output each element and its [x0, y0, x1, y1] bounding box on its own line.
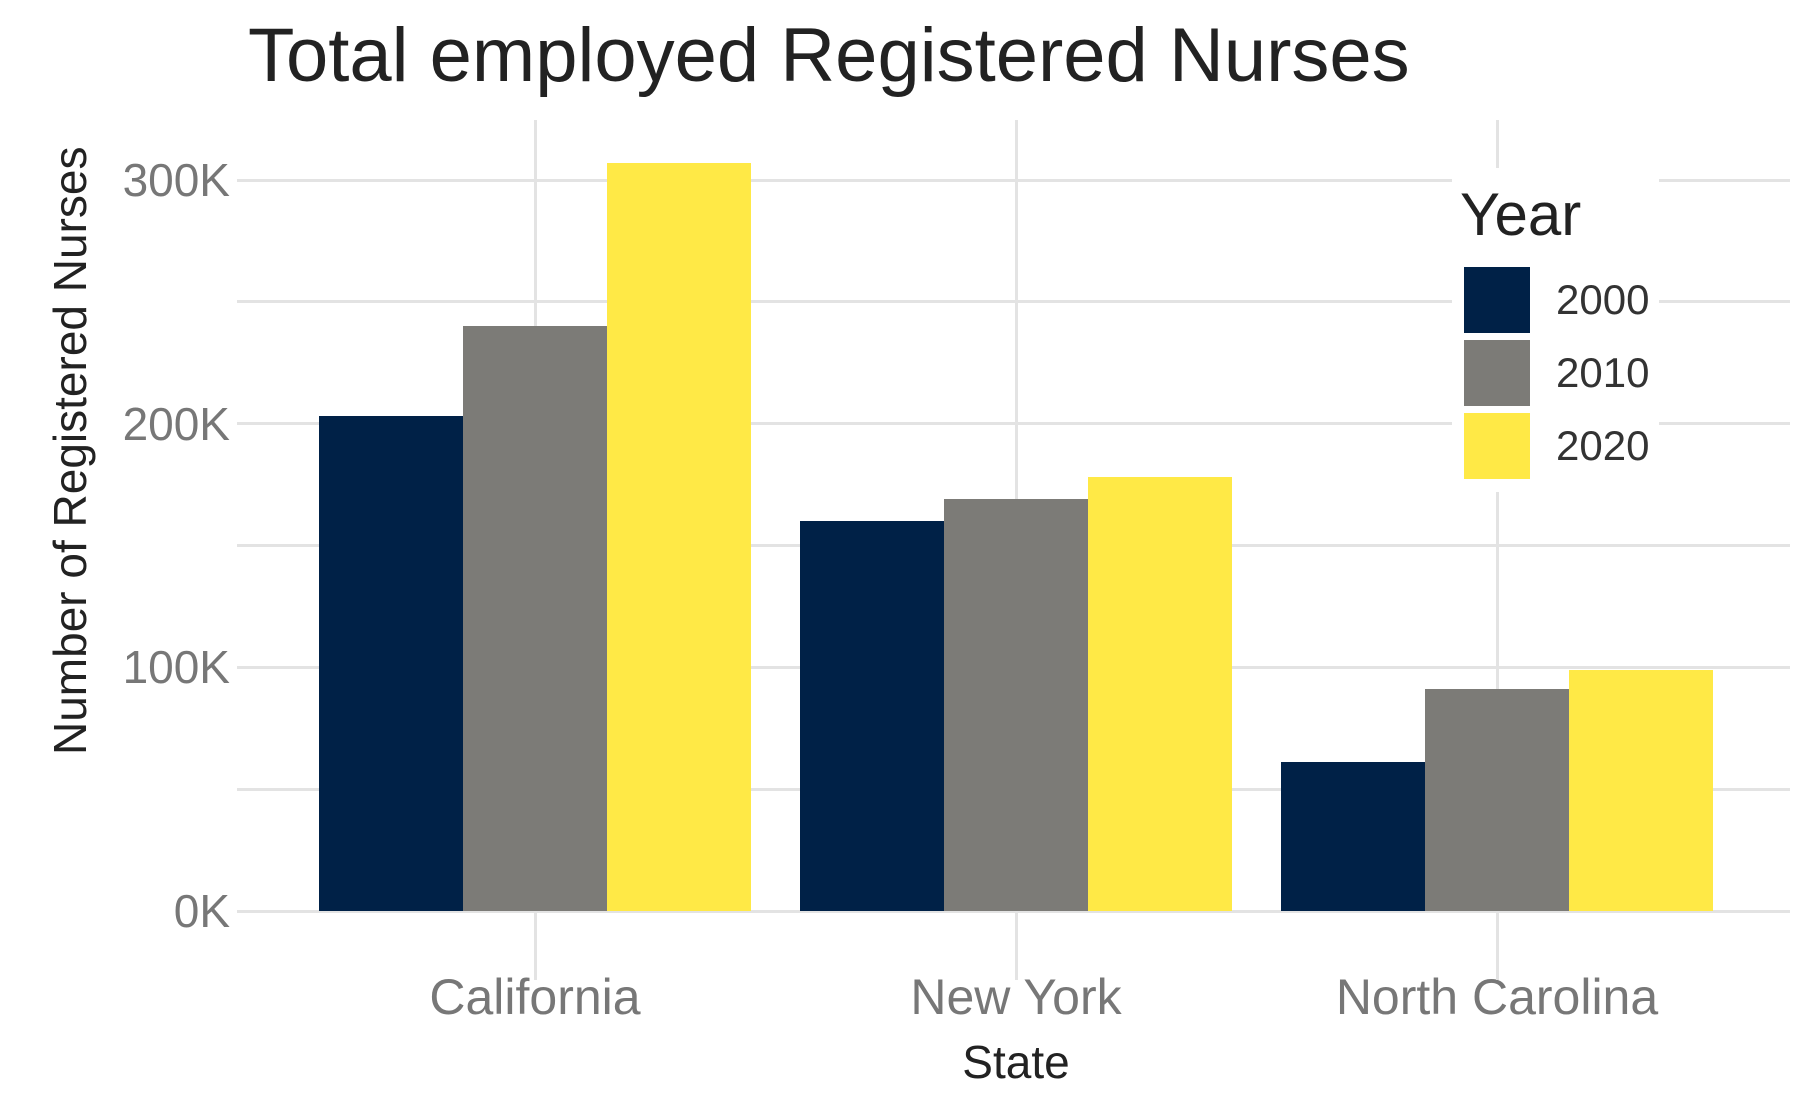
bar-california-2020	[607, 162, 751, 911]
gridline-horizontal	[237, 422, 1790, 426]
y-tick-label: 100K	[122, 641, 230, 694]
bar-north-carolina-2010	[1425, 689, 1569, 911]
legend-label: 2000	[1556, 275, 1650, 323]
legend-label: 2010	[1556, 348, 1650, 396]
gridline-horizontal	[237, 178, 1790, 182]
legend-item-2000: 2000	[1456, 263, 1649, 336]
bar-north-carolina-2000	[1281, 762, 1425, 911]
legend-item-2010: 2010	[1456, 336, 1649, 409]
gridline-vertical	[1495, 120, 1499, 980]
y-tick-label: 0K	[173, 885, 230, 937]
legend: Year 2000 2010 2020	[1452, 168, 1660, 492]
y-tick-label: 300K	[122, 154, 230, 206]
x-axis-label: State	[962, 1036, 1070, 1088]
bar-california-2000	[319, 416, 463, 911]
legend-item-2020: 2020	[1456, 409, 1649, 482]
bar-north-carolina-2020	[1569, 669, 1713, 911]
legend-swatch	[1464, 412, 1530, 479]
bar-california-2010	[463, 326, 607, 911]
y-axis-label: Number of Registered Nurses	[44, 146, 96, 755]
y-tick-label: 200K	[122, 397, 230, 450]
legend-label: 2020	[1556, 421, 1650, 469]
gridline-horizontal	[237, 300, 1790, 304]
legend-swatch	[1464, 266, 1530, 333]
bar-new-york-2020	[1088, 477, 1232, 911]
plot-area	[237, 120, 1790, 980]
legend-swatch	[1464, 339, 1530, 406]
legend-title: Year	[1460, 181, 1582, 248]
gridline-horizontal	[237, 909, 1790, 913]
chart-title: Total employed Registered Nurses	[248, 13, 1410, 98]
bar-new-york-2010	[944, 499, 1088, 911]
bar-new-york-2000	[800, 521, 944, 911]
